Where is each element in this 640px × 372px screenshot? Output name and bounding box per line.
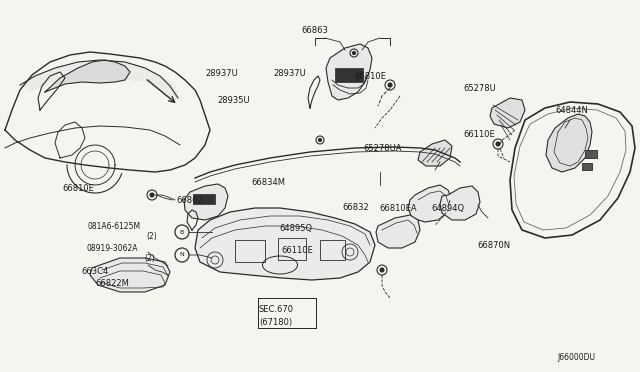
Text: 66832: 66832: [342, 202, 369, 212]
Circle shape: [388, 83, 392, 87]
Circle shape: [496, 142, 500, 146]
Text: (2): (2): [147, 231, 157, 241]
Polygon shape: [195, 208, 375, 280]
Bar: [258, 298, 316, 328]
Polygon shape: [440, 186, 480, 220]
Bar: [278, 238, 306, 260]
Circle shape: [353, 51, 355, 55]
Text: 65278U: 65278U: [463, 83, 497, 93]
Polygon shape: [418, 140, 452, 166]
Text: 66822M: 66822M: [95, 279, 129, 289]
Bar: [320, 240, 345, 260]
Text: 66810E: 66810E: [62, 183, 94, 192]
Polygon shape: [546, 114, 592, 172]
Text: 66110E: 66110E: [281, 246, 313, 254]
Bar: [585, 150, 597, 158]
Text: 66834M: 66834M: [251, 177, 285, 186]
Polygon shape: [490, 98, 525, 128]
Text: 64895Q: 64895Q: [280, 224, 312, 232]
Bar: [258, 298, 316, 328]
Polygon shape: [376, 215, 420, 248]
Text: 28937U: 28937U: [274, 68, 307, 77]
Text: 663C4: 663C4: [81, 267, 109, 276]
Polygon shape: [326, 44, 372, 100]
Text: 08919-3062A: 08919-3062A: [86, 244, 138, 253]
Text: 64894Q: 64894Q: [431, 203, 465, 212]
Text: 28937U: 28937U: [205, 68, 238, 77]
Text: 28935U: 28935U: [218, 96, 250, 105]
Polygon shape: [90, 258, 170, 292]
Text: 66810EA: 66810EA: [379, 203, 417, 212]
Text: 66863: 66863: [301, 26, 328, 35]
Polygon shape: [408, 185, 452, 222]
Circle shape: [319, 138, 321, 141]
Text: 66862: 66862: [177, 196, 204, 205]
Circle shape: [150, 193, 154, 197]
Text: 66810E: 66810E: [354, 71, 386, 80]
Bar: [582, 163, 592, 170]
Text: J66000DU: J66000DU: [557, 353, 595, 362]
Polygon shape: [184, 184, 228, 220]
Text: SEC.670: SEC.670: [259, 305, 294, 314]
Text: 64844N: 64844N: [556, 106, 588, 115]
Text: 66870N: 66870N: [477, 241, 511, 250]
Bar: [335, 68, 363, 82]
Polygon shape: [20, 60, 178, 100]
Text: N: N: [180, 253, 184, 257]
Text: 081A6-6125M: 081A6-6125M: [88, 221, 141, 231]
Text: 66110E: 66110E: [463, 129, 495, 138]
Bar: [193, 194, 215, 204]
Circle shape: [380, 268, 384, 272]
Polygon shape: [45, 60, 130, 92]
Text: (2): (2): [145, 253, 156, 263]
Text: B: B: [180, 230, 184, 234]
Text: (67180): (67180): [259, 317, 292, 327]
Bar: [235, 240, 265, 262]
Text: 65278UA: 65278UA: [364, 144, 403, 153]
